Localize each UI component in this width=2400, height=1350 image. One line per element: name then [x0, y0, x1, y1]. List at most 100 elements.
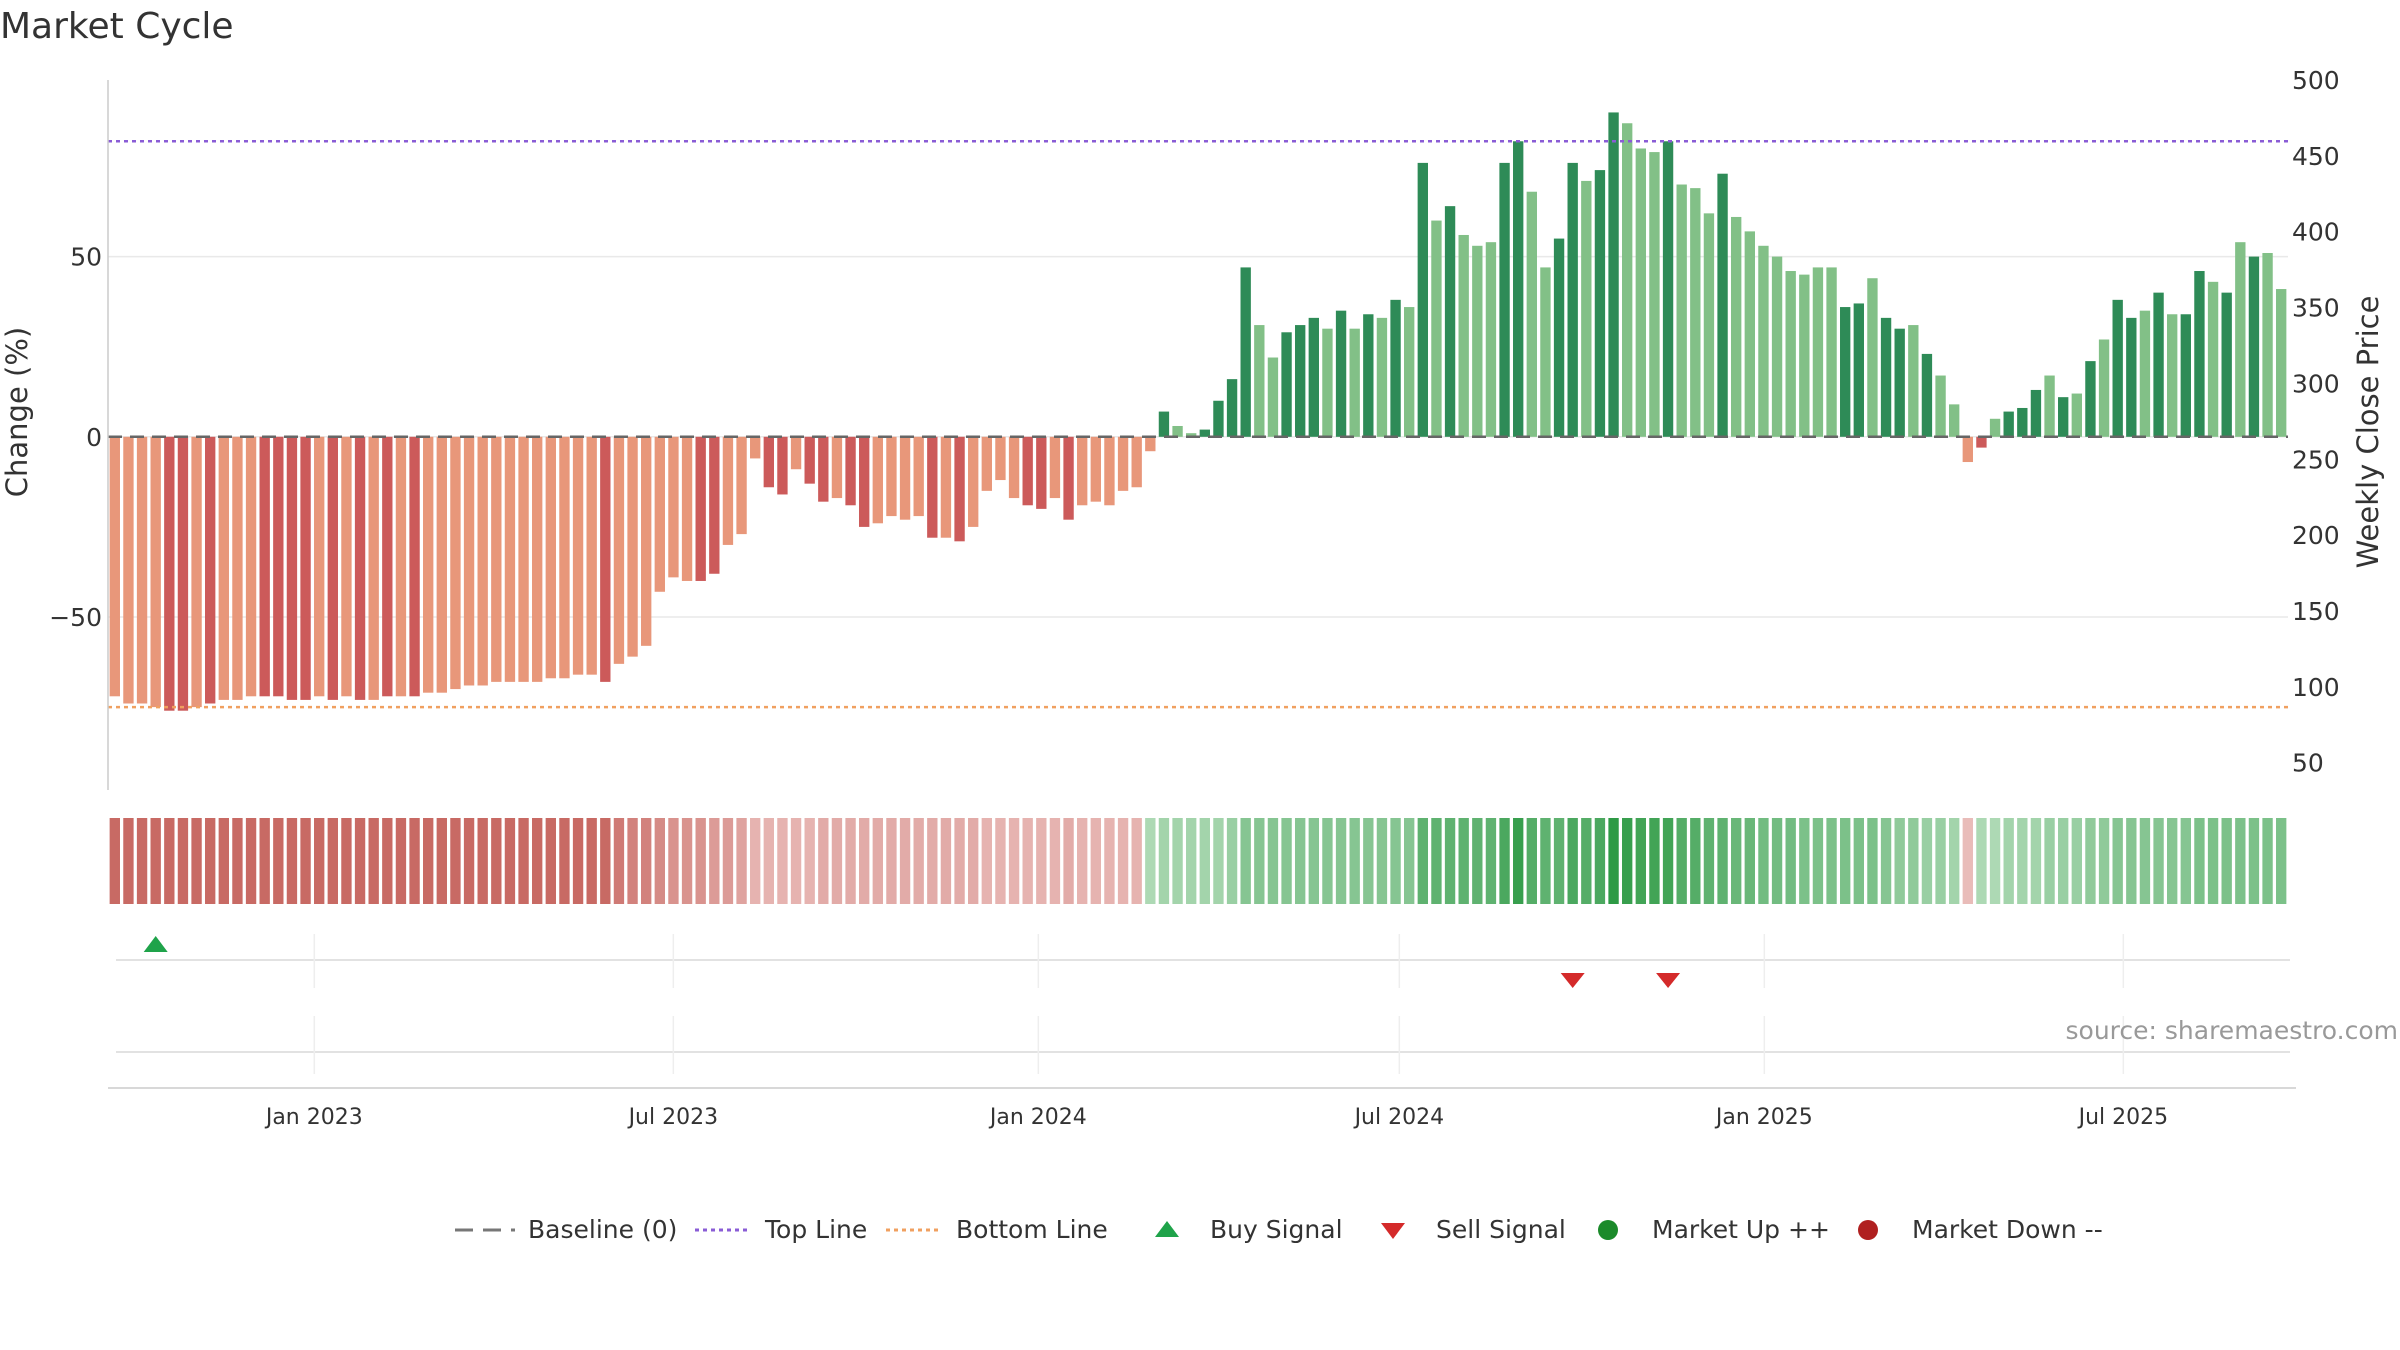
heat-cell: [1840, 818, 1851, 904]
change-bar: [695, 436, 706, 581]
heat-cell: [1186, 818, 1197, 904]
heat-cell: [1117, 818, 1129, 904]
y-tick-label: −50: [49, 603, 102, 632]
change-bar: [818, 436, 829, 502]
heat-cell: [327, 818, 338, 904]
heat-cell: [981, 818, 992, 904]
change-bar: [995, 436, 1006, 481]
change-bar: [436, 436, 447, 693]
heat-cell: [2276, 818, 2287, 904]
change-bar: [545, 436, 556, 679]
heat-cell: [872, 818, 883, 904]
x-tick-label: Jul 2025: [2077, 1105, 2169, 1130]
change-bar: [1853, 303, 1864, 437]
heat-cell: [2085, 818, 2096, 904]
heat-cell: [532, 818, 543, 904]
heat-cell: [859, 818, 870, 904]
change-bar: [2139, 310, 2151, 437]
heat-cell: [450, 818, 461, 904]
heat-cell: [572, 818, 584, 904]
change-bar: [2126, 317, 2137, 437]
change-bar: [654, 436, 665, 592]
heat-cell: [1240, 818, 1251, 904]
heat-cell: [2180, 818, 2191, 904]
heat-cell: [2221, 818, 2232, 904]
change-bar: [136, 436, 148, 704]
change-bar: [2003, 411, 2014, 437]
heat-cell: [709, 818, 720, 904]
change-bar: [1676, 184, 1687, 437]
change-bar: [382, 436, 393, 697]
change-bar: [2235, 242, 2246, 437]
change-bar: [586, 436, 597, 675]
heat-cell: [2017, 818, 2028, 904]
heat-cell: [777, 818, 788, 904]
y2-tick-label: 500: [2292, 66, 2340, 95]
heat-cell: [2194, 818, 2205, 904]
change-bar: [232, 436, 243, 700]
heat-cell: [341, 818, 352, 904]
heat-cell: [1513, 818, 1524, 904]
change-bar: [1758, 245, 1769, 437]
change-bar: [572, 436, 584, 675]
change-bar: [164, 436, 175, 711]
heat-cell: [2030, 818, 2042, 904]
heat-cell: [736, 818, 747, 904]
heat-cell: [1090, 818, 1101, 904]
change-bar: [2030, 389, 2042, 437]
heat-cell: [1036, 818, 1047, 904]
heat-cell: [109, 818, 120, 904]
change-bar: [2017, 407, 2028, 437]
heat-cell: [136, 818, 148, 904]
heat-cell: [1703, 818, 1715, 904]
heat-cell: [750, 818, 761, 904]
heat-cell: [177, 818, 189, 904]
change-bar: [613, 436, 625, 664]
heat-cell: [1771, 818, 1783, 904]
change-bar: [1690, 188, 1701, 437]
change-bar: [1117, 436, 1129, 491]
change-bar: [150, 436, 161, 708]
change-bar: [532, 436, 543, 682]
heat-cell: [1281, 818, 1292, 904]
heat-cell: [1458, 818, 1469, 904]
change-bar: [899, 436, 911, 520]
heat-cell: [1717, 818, 1728, 904]
heat-cell: [1622, 818, 1633, 904]
change-bar: [109, 436, 120, 697]
change-bar: [463, 436, 475, 686]
change-bar: [641, 436, 652, 646]
change-bar: [1363, 314, 1374, 437]
change-bar: [1608, 112, 1619, 437]
heat-cell: [245, 818, 257, 904]
heat-cell: [613, 818, 625, 904]
change-bar: [1240, 267, 1251, 437]
change-bar: [1499, 162, 1510, 437]
heat-cell: [1226, 818, 1238, 904]
heat-cell: [2071, 818, 2082, 904]
change-bar: [1104, 436, 1115, 506]
heat-cell: [2044, 818, 2055, 904]
change-bar: [736, 436, 747, 535]
bars-layer: [109, 112, 2287, 711]
heat-cell: [1690, 818, 1701, 904]
x-tick-label: Jan 2025: [1714, 1105, 1813, 1130]
change-bar: [2098, 339, 2110, 437]
y2-tick-label: 100: [2292, 673, 2340, 702]
heat-cell: [300, 818, 311, 904]
heat-cell: [2167, 818, 2178, 904]
change-bar: [1744, 231, 1755, 437]
heat-cell: [205, 818, 216, 904]
heat-cell: [1526, 818, 1537, 904]
heat-cell: [1608, 818, 1619, 904]
change-bar: [450, 436, 461, 690]
change-bar: [763, 436, 774, 488]
heat-cell: [1145, 818, 1156, 904]
change-bar: [872, 436, 883, 524]
heat-cell: [1254, 818, 1265, 904]
heat-cell: [354, 818, 366, 904]
change-bar: [859, 436, 870, 527]
change-bar: [1485, 242, 1497, 437]
heat-cell: [627, 818, 638, 904]
change-bar: [1622, 123, 1633, 437]
